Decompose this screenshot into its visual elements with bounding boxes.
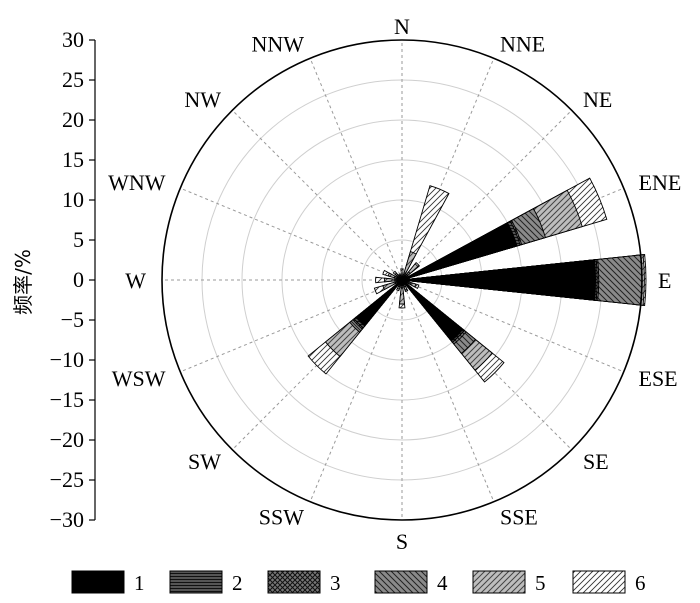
direction-label-nne: NNE (500, 31, 545, 56)
legend-label-3: 3 (330, 571, 341, 595)
direction-labels: N NNE NE ENE E ESE SE SSE S SSW SW WSW W WNW NW NNW (108, 14, 681, 554)
bar-NNE-5 (401, 251, 417, 281)
bar-E-1 (401, 259, 597, 301)
bar-S-1 (401, 279, 403, 285)
y-tick-label: 5 (73, 227, 84, 252)
direction-label-wnw: WNW (108, 170, 166, 195)
direction-label-s: S (396, 529, 408, 554)
direction-label-w: W (125, 268, 146, 293)
direction-label-se: SE (583, 449, 609, 474)
grid-spoke (309, 58, 403, 281)
direction-label-sw: SW (188, 449, 221, 474)
y-tick-label: −20 (50, 427, 84, 452)
y-tick-label: 15 (62, 147, 84, 172)
grid-spoke (401, 279, 495, 502)
legend-label-6: 6 (635, 571, 646, 595)
y-tick-label: 20 (62, 107, 84, 132)
bar-W-5 (383, 277, 403, 283)
direction-label-ese: ESE (639, 366, 678, 391)
y-tick-group: 30 25 20 15 10 5 0 −5 −10 −15 −20 −25 −30 (50, 27, 95, 532)
bar-ENE-1 (401, 222, 518, 281)
outer-circle (161, 39, 643, 521)
y-tick-label: 30 (62, 27, 84, 52)
grid-spoke (180, 279, 403, 373)
direction-label-sse: SSE (500, 505, 538, 530)
bar-SE-1 (401, 279, 464, 342)
y-tick-label: −15 (50, 387, 84, 412)
y-axis: 30 25 20 15 10 5 0 −5 −10 −15 −20 −25 −30 频率/% (11, 27, 96, 532)
grid-spoke (180, 187, 403, 281)
legend-label-4: 4 (437, 571, 448, 595)
grid-spoke (231, 109, 403, 281)
legend-label-5: 5 (535, 571, 546, 595)
direction-label-nw: NW (184, 87, 221, 112)
direction-label-ene: ENE (639, 170, 682, 195)
grid-spoke (309, 279, 403, 502)
wind-rose-bars (307, 177, 647, 383)
y-tick-label: −25 (50, 467, 84, 492)
direction-label-wsw: WSW (112, 366, 166, 391)
direction-label-e: E (658, 268, 671, 293)
y-tick-label: 10 (62, 187, 84, 212)
legend-label-1: 1 (134, 571, 145, 595)
legend: 1 2 3 4 5 6 (71, 570, 646, 595)
bar-N-6 (400, 268, 404, 281)
legend-label-2: 2 (232, 571, 243, 595)
y-tick-label: −30 (50, 507, 84, 532)
direction-label-n: N (394, 14, 410, 39)
legend-swatch-1 (71, 570, 125, 594)
direction-label-nnw: NNW (251, 31, 304, 56)
direction-label-ssw: SSW (259, 505, 304, 530)
legend-swatch-2 (169, 570, 223, 594)
bar-S-5 (398, 279, 406, 305)
y-tick-label: 0 (73, 267, 84, 292)
y-tick-label: −5 (61, 307, 84, 332)
legend-swatch-4 (374, 570, 428, 594)
grid-spoke (401, 58, 495, 281)
y-tick-label: 25 (62, 67, 84, 92)
bar-SW-1 (355, 279, 403, 327)
legend-swatch-5 (472, 570, 526, 594)
legend-swatch-6 (572, 570, 626, 594)
grid-spoke (401, 109, 573, 281)
grid-spoke (401, 279, 624, 373)
y-tick-label: −10 (50, 347, 84, 372)
y-axis-label: 频率/% (11, 249, 35, 315)
direction-label-ne: NE (583, 87, 612, 112)
legend-swatch-3 (267, 570, 321, 594)
